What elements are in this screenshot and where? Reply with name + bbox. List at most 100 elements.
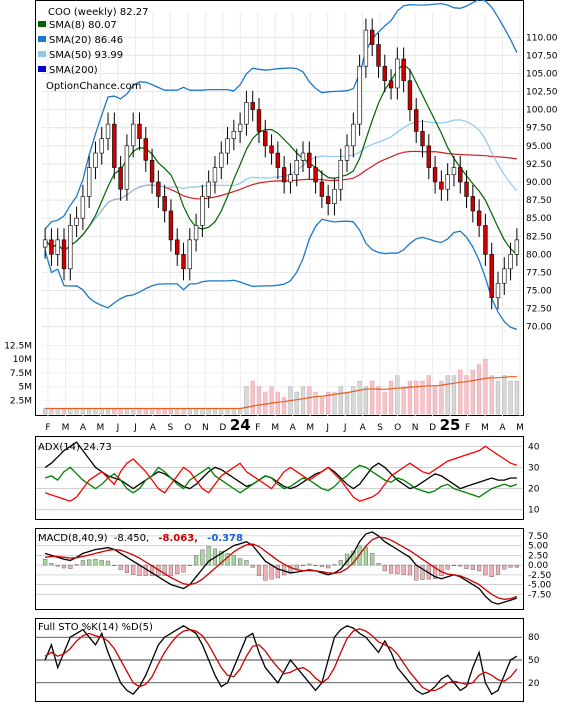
watermark: OptionChance.com <box>46 81 141 92</box>
histogram-bar <box>74 564 79 566</box>
panel-tick-label: 10 <box>528 506 540 516</box>
volume-average-line <box>45 376 517 410</box>
price-tick-label: 72.50 <box>526 305 552 315</box>
candle-body <box>200 196 205 226</box>
sma20-line <box>44 119 518 252</box>
volume-bar <box>282 397 287 415</box>
candle-body <box>357 65 362 125</box>
histogram-bar <box>162 564 167 576</box>
candle-body <box>149 159 155 183</box>
x-axis-label: J <box>133 423 137 433</box>
candle-body <box>68 225 73 270</box>
volume-tick-label: 7.5M <box>10 369 32 379</box>
panel-tick-label: 0.00 <box>528 561 548 571</box>
volume-bar <box>263 391 268 415</box>
volume-bar <box>87 408 92 415</box>
panel-tick-label: -5.00 <box>528 581 552 591</box>
volume-bar <box>269 386 274 415</box>
macd-hist-value: -0.378 <box>207 533 243 544</box>
volume-tick-label: 5M <box>19 383 33 393</box>
candle-body <box>514 239 520 255</box>
bollinger-lower <box>44 218 518 331</box>
stochastic-title: Full STO %K(14) %D(5) <box>38 622 153 633</box>
x-axis-label: S <box>377 423 383 433</box>
x-axis-label: O <box>394 423 401 433</box>
volume-bar <box>80 408 86 415</box>
candle-body <box>42 239 48 248</box>
candle-body <box>143 138 148 161</box>
volume-bar <box>420 380 425 415</box>
x-axis-label: F <box>45 423 50 433</box>
candle-body <box>61 239 67 270</box>
histogram-bar <box>414 564 419 581</box>
candle-body <box>338 159 343 190</box>
volume-bar <box>275 391 280 415</box>
volume-bar <box>162 408 167 415</box>
stochastic-gridlines <box>36 636 522 684</box>
volume-bar <box>212 408 218 415</box>
price-tick-label: 80.00 <box>526 250 552 260</box>
legend-sma200: SMA(200) <box>49 65 98 76</box>
x-axis-label: N <box>202 423 209 433</box>
panel-tick-label: -2.50 <box>528 571 552 581</box>
price-tick-label: 105.00 <box>526 69 558 79</box>
panel-tick-label: 30 <box>528 463 540 473</box>
volume-bar <box>200 408 205 415</box>
histogram-bar <box>200 549 205 566</box>
candle-body <box>93 152 98 168</box>
histogram-bar <box>118 564 123 570</box>
volume-bar <box>370 380 375 415</box>
volume-bar <box>168 408 174 415</box>
candle-body <box>508 254 513 270</box>
x-axis-label: A <box>360 423 367 433</box>
adx-title: ADX(14) 24.73 <box>38 442 112 453</box>
volume-bar <box>464 375 469 415</box>
volume-bar <box>49 408 54 415</box>
histogram-bar <box>300 564 306 566</box>
candle-body <box>445 174 450 190</box>
volume-bar <box>432 386 438 415</box>
histogram-bar <box>338 560 343 566</box>
x-axis-label: M <box>271 423 279 433</box>
histogram-bar <box>175 564 180 575</box>
candle-body <box>225 138 230 154</box>
candle-body <box>99 138 104 154</box>
volume-bar <box>143 408 148 415</box>
adx-lines <box>44 441 518 502</box>
candle-body <box>332 188 337 205</box>
x-axis-label: J <box>116 423 120 433</box>
chart-title: COO (weekly) 82.27 <box>48 7 148 18</box>
candle-body <box>502 268 507 284</box>
candle-body <box>300 152 306 161</box>
histogram-bar <box>93 559 98 566</box>
legend-sma20: SMA(20) 86.46 <box>49 35 123 46</box>
x-axis-label: A <box>150 423 157 433</box>
candle-body <box>363 29 369 67</box>
price-tick-label: 100.00 <box>526 106 558 116</box>
candle-body <box>388 80 394 89</box>
price-panel: 70.00 72.50 75.00 77.50 80.00 82.50 85.00 87.50… <box>4 0 558 434</box>
histogram-bar <box>382 564 387 572</box>
macd-signal-value: -8.063, <box>158 533 198 544</box>
candle-body <box>476 210 482 226</box>
legend-swatch-sma8 <box>38 21 46 27</box>
candle-body <box>458 167 463 183</box>
volume-bar <box>332 391 337 415</box>
candle-body <box>464 181 469 197</box>
candle-body <box>193 225 199 241</box>
histogram-bar <box>420 564 425 580</box>
volume-bar <box>483 358 488 415</box>
histogram-bar <box>149 564 155 576</box>
candle-body <box>451 167 457 176</box>
histogram-bar <box>445 564 450 570</box>
legend-swatch-sma20 <box>38 36 46 42</box>
histogram-bar <box>376 563 381 566</box>
candle-body <box>483 225 488 255</box>
candle-body <box>55 239 60 255</box>
stochastic-chart-svg: 20 50 80 Full STO %K(14) %D(5) <box>36 622 540 696</box>
x-axis-label: M <box>306 423 314 433</box>
histogram-bar <box>87 559 92 566</box>
histogram-bar <box>477 564 482 572</box>
bollinger-bands <box>44 0 518 331</box>
candle-body <box>118 167 123 190</box>
